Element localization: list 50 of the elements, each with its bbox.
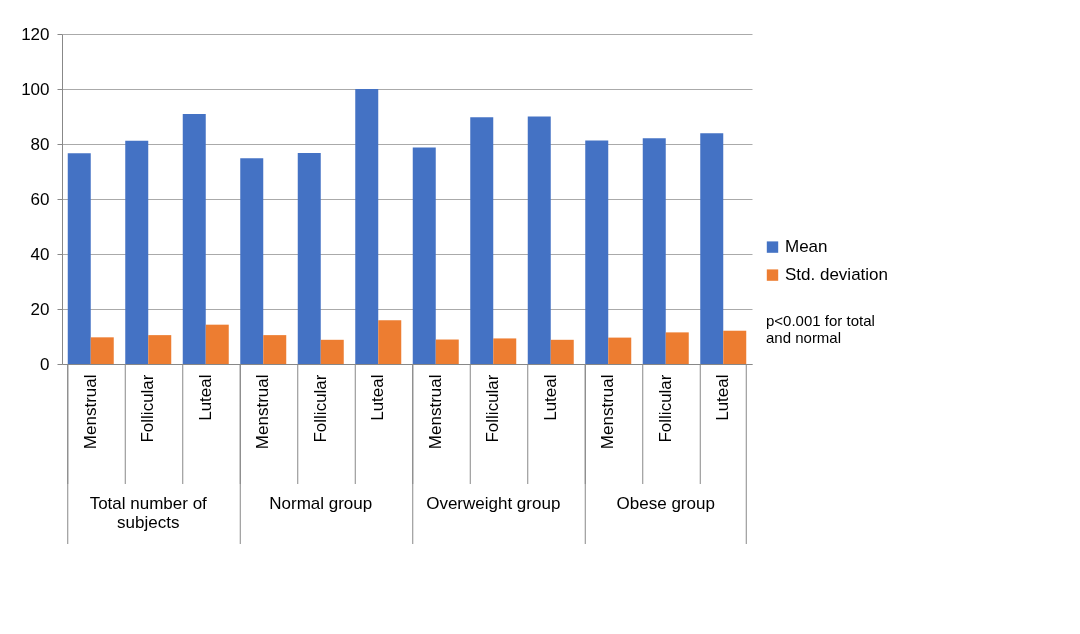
bar: [665, 332, 689, 364]
bar: [412, 147, 436, 364]
x-tick-label: Luteal: [713, 374, 733, 421]
x-tick-label: Luteal: [540, 374, 560, 421]
x-tick-label: Menstrual: [425, 374, 445, 450]
bar: [297, 153, 321, 364]
text: Obese group: [616, 494, 715, 513]
x-tick-label: Follicular: [138, 374, 158, 443]
bar: [723, 330, 747, 364]
bar: [642, 138, 666, 364]
legend-label: Mean: [785, 237, 828, 257]
bar: [148, 335, 172, 364]
x-tick-label: Menstrual: [253, 374, 273, 450]
y-tick-label: 0: [40, 354, 50, 374]
bar: [355, 89, 379, 364]
bar: [585, 140, 609, 364]
x-tick-label: Luteal: [195, 374, 215, 421]
text: p<0.001 for total and normal: [766, 311, 875, 346]
bar: [182, 114, 206, 364]
text: Total number of subjects: [89, 494, 208, 532]
text: Normal group: [269, 494, 373, 513]
bar: [263, 335, 287, 364]
bar: [240, 158, 264, 364]
bar: [90, 337, 114, 364]
text: Overweight group: [426, 494, 561, 513]
bar: [320, 339, 344, 364]
y-tick-label: 20: [30, 299, 50, 319]
x-tick-label: Follicular: [310, 374, 330, 443]
y-tick-label: 60: [30, 189, 50, 209]
bar: [608, 337, 632, 364]
bar: [527, 116, 551, 364]
y-tick-label: 120: [21, 24, 50, 44]
legend-label: Std. deviation: [785, 265, 889, 285]
bar: [435, 339, 459, 364]
bar: [493, 338, 517, 364]
bar: [550, 339, 574, 364]
bar: [205, 324, 229, 364]
x-tick-label: Menstrual: [598, 374, 618, 450]
bar: [67, 153, 91, 364]
bar: [470, 117, 494, 364]
y-tick-label: 100: [21, 79, 50, 99]
x-tick-label: Menstrual: [80, 374, 100, 450]
x-tick-label: Luteal: [368, 374, 388, 421]
x-tick-label: Follicular: [655, 374, 675, 443]
y-tick-label: 40: [30, 244, 50, 264]
bar: [700, 133, 724, 364]
y-tick-label: 80: [30, 134, 50, 154]
bar: [125, 140, 149, 364]
x-tick-label: Follicular: [483, 374, 503, 443]
bar: [378, 320, 402, 364]
